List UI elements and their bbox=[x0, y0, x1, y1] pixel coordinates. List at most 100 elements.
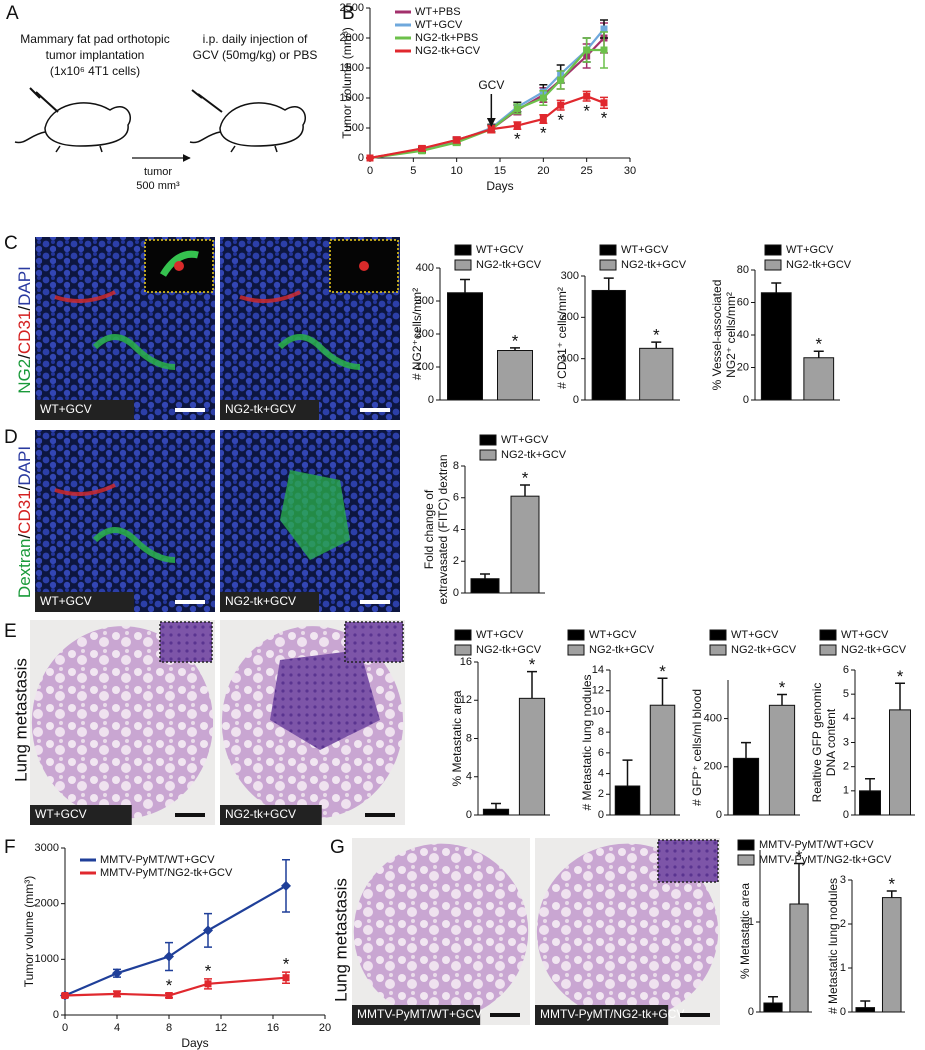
y-tick-label: 100 bbox=[416, 361, 434, 373]
inset-stain bbox=[174, 261, 184, 271]
y-axis-label: % Metastatic area bbox=[738, 883, 752, 979]
legend-swatch bbox=[454, 244, 472, 256]
y-tick-label: 4 bbox=[453, 523, 459, 535]
marker bbox=[557, 76, 565, 84]
y-tick-label: 300 bbox=[561, 270, 579, 282]
marker bbox=[513, 105, 521, 113]
marker bbox=[513, 122, 521, 130]
y-tick-label: 1500 bbox=[340, 62, 364, 74]
y-tick-label: 200 bbox=[561, 311, 579, 323]
legend-label: NG2-tk+GCV bbox=[415, 45, 481, 57]
bar bbox=[649, 704, 676, 816]
y-tick-label: 80 bbox=[737, 264, 749, 276]
significance: * bbox=[540, 124, 547, 143]
stain-part: DAPI bbox=[15, 446, 34, 486]
significance: * bbox=[659, 662, 666, 681]
x-tick-label: 0 bbox=[367, 165, 373, 177]
bar bbox=[855, 1007, 876, 1013]
y-axis-label: extravasated (FITC) dextran bbox=[436, 454, 450, 604]
side-label: Lung metastasis bbox=[11, 658, 30, 782]
y-tick-label: 2500 bbox=[340, 2, 364, 14]
y-axis-label: DNA content bbox=[824, 708, 838, 776]
y-tick-label: 3 bbox=[843, 736, 849, 748]
x-tick-label: 12 bbox=[215, 1022, 227, 1034]
image-label-bg bbox=[535, 1005, 669, 1025]
marker bbox=[113, 990, 121, 998]
y-axis-label: % Vessel-associated bbox=[710, 280, 724, 391]
marker bbox=[203, 925, 213, 936]
x-tick-label: 4 bbox=[114, 1022, 120, 1034]
y-tick-label: 16 bbox=[460, 656, 472, 668]
syringe bbox=[29, 87, 59, 113]
series-line bbox=[369, 28, 605, 160]
y-axis-label: # NG2⁺cells/mm² bbox=[410, 288, 424, 380]
bar bbox=[639, 347, 674, 401]
legend-label: WT+GCV bbox=[476, 244, 524, 256]
legend-swatch bbox=[764, 259, 782, 271]
x-tick-label: 5 bbox=[410, 165, 416, 177]
images: WT+GCV NG2-tk+GCV WT+GCV NG2-tk+GCV WT+GCV NG… bbox=[30, 237, 720, 1025]
image-label: MMTV-PyMT/NG2-tk+GCV bbox=[540, 1007, 684, 1021]
bar bbox=[482, 808, 510, 816]
y-tick-label: 200 bbox=[704, 761, 722, 773]
y-tick-label: 0 bbox=[53, 1009, 59, 1021]
y-axis-label: Fold change of bbox=[422, 489, 436, 569]
inset-stain bbox=[359, 261, 369, 271]
image-label-bg bbox=[220, 400, 319, 420]
marker bbox=[282, 974, 290, 982]
significance: * bbox=[815, 335, 822, 354]
error-bar bbox=[777, 693, 787, 706]
y-tick-label: 12 bbox=[592, 685, 604, 697]
y-tick-label: 8 bbox=[598, 726, 604, 738]
y-tick-label: 20 bbox=[737, 361, 749, 373]
error-bar bbox=[520, 484, 530, 497]
panel-letter: B bbox=[342, 3, 355, 24]
x-axis-label: Days bbox=[486, 179, 513, 193]
legend-swatch bbox=[479, 434, 497, 446]
x-tick-label: 8 bbox=[166, 1022, 172, 1034]
legend-label: WT+GCV bbox=[731, 629, 779, 641]
stain-part: Dextran bbox=[15, 539, 34, 599]
significance: * bbox=[166, 976, 173, 995]
schematic-text: Mammary fat pad orthotopic bbox=[20, 32, 169, 46]
y-tick-label: 8 bbox=[453, 460, 459, 472]
stain bbox=[54, 483, 116, 496]
schematic-text: tumor implantation bbox=[46, 48, 145, 62]
marker bbox=[165, 992, 173, 1000]
image-label-bg bbox=[220, 592, 319, 612]
legend-swatch bbox=[709, 629, 727, 641]
y-tick-label: 3000 bbox=[35, 842, 59, 854]
legend-swatch bbox=[819, 629, 837, 641]
image-label: WT+GCV bbox=[40, 402, 92, 416]
error-bar bbox=[860, 1000, 871, 1008]
y-tick-label: 1 bbox=[843, 785, 849, 797]
y-axis-label: % Metastatic area bbox=[450, 690, 464, 786]
tissue bbox=[31, 626, 214, 819]
y-tick-label: 6 bbox=[843, 664, 849, 676]
bar bbox=[510, 495, 540, 594]
legend-swatch bbox=[709, 644, 727, 656]
bar bbox=[614, 785, 641, 816]
legend-label: NG2-tk+PBS bbox=[415, 32, 478, 44]
inset bbox=[159, 621, 213, 663]
series-line bbox=[64, 884, 287, 997]
y-tick-label: 0 bbox=[840, 1006, 846, 1018]
legend-label: WT+GCV bbox=[621, 244, 669, 256]
panel-letter: E bbox=[4, 621, 17, 642]
y-tick-label: 200 bbox=[416, 328, 434, 340]
error-bar bbox=[460, 278, 470, 293]
significance: * bbox=[514, 130, 521, 149]
marker bbox=[418, 144, 426, 152]
significance: * bbox=[653, 326, 660, 345]
legend-swatch bbox=[454, 259, 472, 271]
y-axis-label: # Metastatic lung nodules bbox=[826, 878, 840, 1014]
error-bar bbox=[480, 573, 490, 579]
panel-letter: D bbox=[4, 427, 18, 448]
legend-label: NG2-tk+GCV bbox=[731, 644, 797, 656]
legend-swatch bbox=[599, 244, 617, 256]
legend-label: NG2-tk+GCV bbox=[786, 259, 852, 271]
legend-swatch bbox=[454, 644, 472, 656]
marker bbox=[583, 92, 591, 100]
legend-label: WT+GCV bbox=[786, 244, 834, 256]
legend-swatch bbox=[454, 629, 472, 641]
